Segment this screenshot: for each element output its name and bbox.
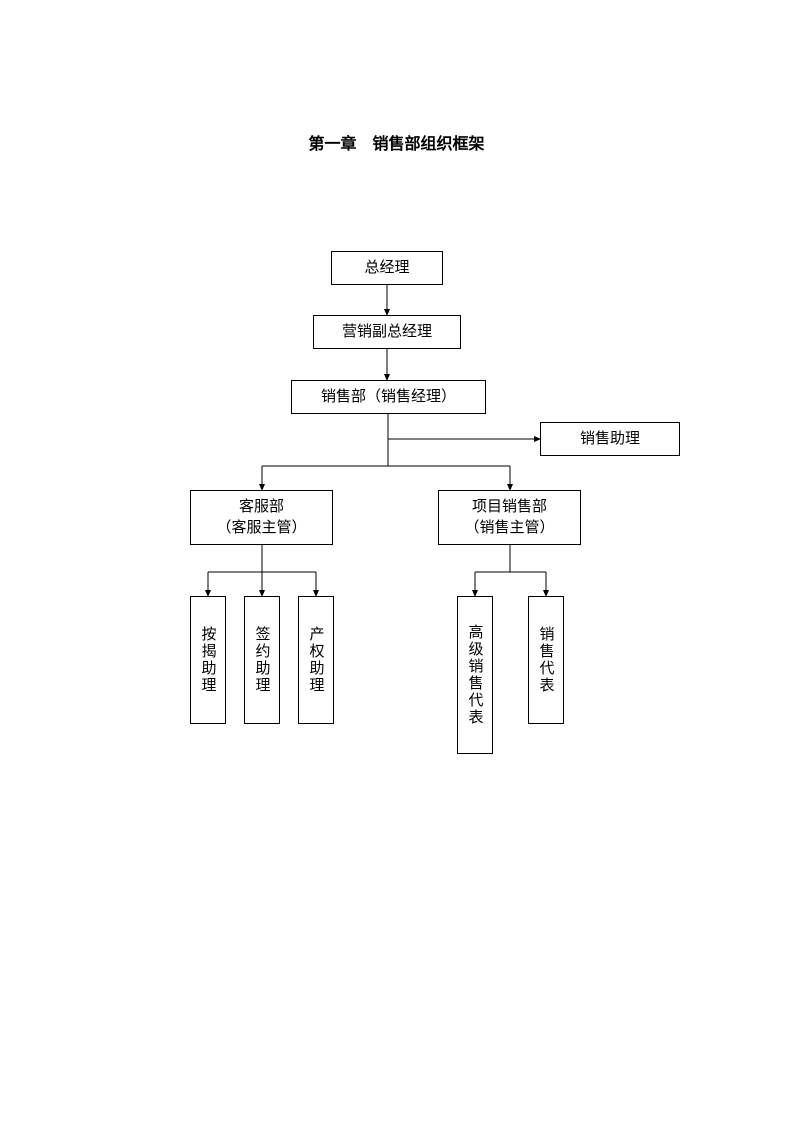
- org-node-n10: 高级销售代表: [457, 596, 493, 754]
- org-node-n4: 销售助理: [540, 422, 680, 456]
- org-node-n6: 项目销售部 （销售主管）: [438, 490, 581, 545]
- org-node-n9: 产权助理: [298, 596, 334, 724]
- org-node-n7: 按揭助理: [190, 596, 226, 724]
- org-node-n3: 销售部（销售经理）: [291, 380, 486, 414]
- org-node-n2: 营销副总经理: [313, 315, 461, 349]
- org-node-n11: 销售代表: [528, 596, 564, 724]
- org-node-n8: 签约助理: [244, 596, 280, 724]
- connector-layer: [0, 0, 793, 1122]
- org-node-n1: 总经理: [331, 251, 443, 285]
- org-node-n5: 客服部 （客服主管）: [190, 490, 333, 545]
- page: 第一章 销售部组织框架 总经理营销副总经理销售部（销售经理）销售助理客服部 （客…: [0, 0, 793, 1122]
